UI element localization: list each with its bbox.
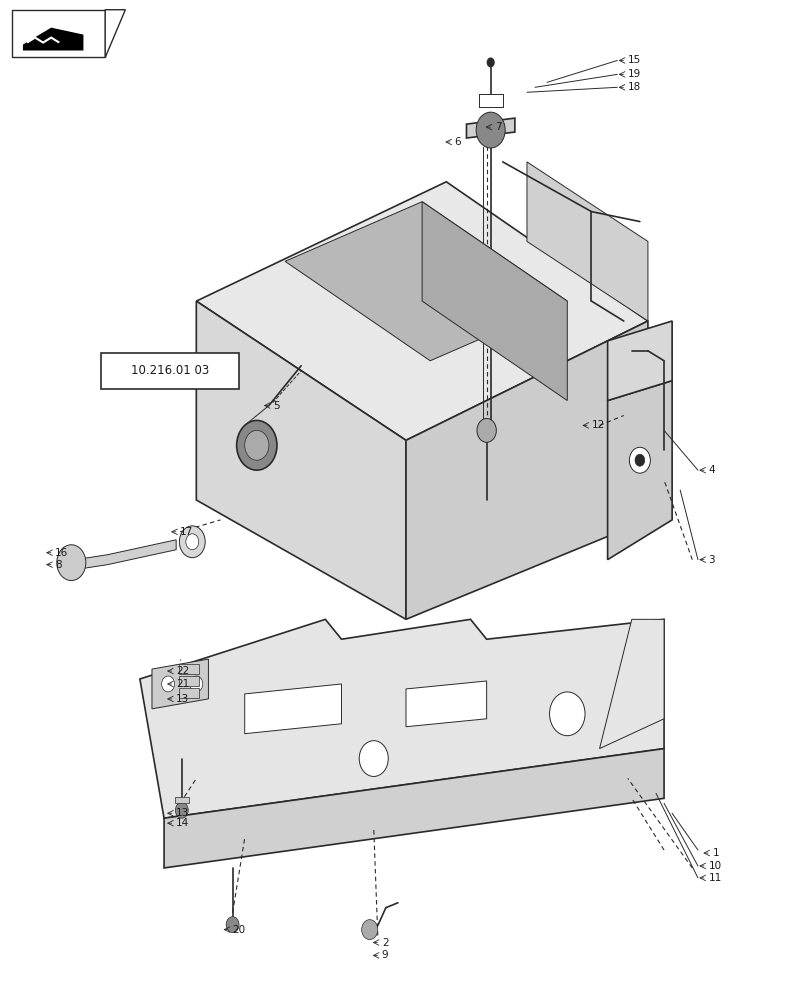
Text: 10.216.01 03: 10.216.01 03 — [131, 364, 208, 377]
Circle shape — [244, 430, 268, 460]
Text: 10: 10 — [707, 861, 721, 871]
Circle shape — [549, 692, 584, 736]
Text: 4: 4 — [707, 465, 714, 475]
Circle shape — [475, 112, 504, 148]
Text: 8: 8 — [55, 560, 62, 570]
Text: 9: 9 — [381, 950, 388, 960]
Polygon shape — [599, 619, 663, 749]
Polygon shape — [75, 540, 176, 570]
Circle shape — [634, 454, 644, 466]
Text: 2: 2 — [381, 938, 388, 948]
Polygon shape — [152, 659, 208, 709]
Circle shape — [186, 534, 199, 550]
Polygon shape — [607, 321, 672, 401]
Text: 3: 3 — [707, 555, 714, 565]
Text: 16: 16 — [55, 548, 68, 558]
Text: 11: 11 — [707, 873, 721, 883]
Polygon shape — [285, 202, 567, 361]
Polygon shape — [196, 301, 406, 619]
Text: 13: 13 — [176, 694, 189, 704]
Polygon shape — [406, 681, 486, 727]
Text: 15: 15 — [627, 55, 640, 65]
Circle shape — [358, 741, 388, 776]
Text: 7: 7 — [494, 122, 500, 132]
Circle shape — [236, 420, 277, 470]
Text: 1: 1 — [711, 848, 719, 858]
Polygon shape — [23, 28, 84, 51]
Circle shape — [361, 920, 377, 940]
Text: 14: 14 — [176, 818, 189, 828]
Circle shape — [57, 545, 86, 581]
Polygon shape — [406, 321, 647, 619]
Bar — [178, 688, 199, 698]
Text: 22: 22 — [176, 666, 189, 676]
Text: 13: 13 — [176, 808, 189, 818]
Polygon shape — [105, 10, 125, 57]
Circle shape — [476, 418, 496, 442]
Bar — [178, 676, 199, 686]
Text: 6: 6 — [454, 137, 461, 147]
Polygon shape — [244, 684, 341, 734]
Polygon shape — [422, 202, 567, 401]
Circle shape — [161, 676, 174, 692]
Text: 19: 19 — [627, 69, 640, 79]
Bar — [174, 797, 189, 803]
Polygon shape — [466, 118, 514, 138]
Circle shape — [175, 802, 188, 818]
Bar — [178, 664, 199, 674]
Polygon shape — [139, 619, 663, 818]
Text: 20: 20 — [232, 925, 246, 935]
Text: 18: 18 — [627, 82, 640, 92]
Polygon shape — [526, 162, 647, 321]
Circle shape — [226, 917, 238, 933]
FancyBboxPatch shape — [101, 353, 238, 389]
Text: 21: 21 — [176, 679, 189, 689]
Circle shape — [486, 57, 494, 67]
Circle shape — [190, 676, 203, 692]
Text: 5: 5 — [272, 401, 279, 411]
Text: 17: 17 — [180, 527, 193, 537]
Circle shape — [179, 526, 205, 558]
Bar — [12, 10, 105, 57]
Text: 12: 12 — [590, 420, 604, 430]
Circle shape — [629, 447, 650, 473]
Polygon shape — [196, 182, 647, 440]
Polygon shape — [607, 381, 672, 560]
Polygon shape — [164, 749, 663, 868]
